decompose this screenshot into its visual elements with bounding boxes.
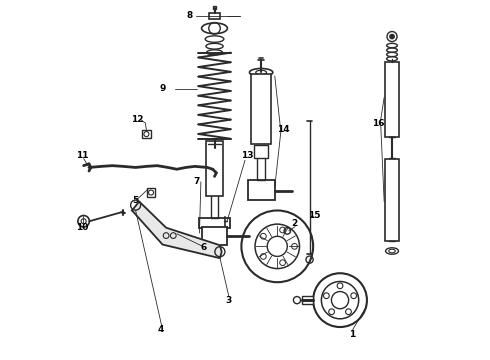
Text: 16: 16 (372, 119, 385, 128)
FancyBboxPatch shape (199, 218, 230, 228)
FancyBboxPatch shape (254, 145, 269, 158)
Text: 7: 7 (194, 177, 200, 186)
Text: 4: 4 (158, 325, 164, 334)
Text: 12: 12 (131, 115, 144, 124)
FancyBboxPatch shape (385, 62, 399, 137)
Text: 2: 2 (292, 219, 297, 228)
FancyBboxPatch shape (209, 13, 220, 19)
Text: 10: 10 (75, 223, 88, 232)
Polygon shape (132, 202, 221, 258)
Text: 9: 9 (159, 84, 166, 93)
Text: 8: 8 (186, 11, 193, 20)
FancyBboxPatch shape (205, 140, 223, 196)
FancyBboxPatch shape (302, 296, 313, 305)
Circle shape (390, 34, 394, 39)
Text: 11: 11 (75, 151, 88, 160)
FancyBboxPatch shape (147, 188, 155, 197)
FancyBboxPatch shape (142, 130, 151, 138)
Text: 15: 15 (308, 211, 320, 220)
FancyBboxPatch shape (251, 74, 271, 144)
Text: 14: 14 (277, 125, 290, 134)
Text: 6: 6 (200, 243, 207, 252)
Text: 3: 3 (226, 296, 232, 305)
Text: 13: 13 (241, 151, 253, 160)
FancyBboxPatch shape (385, 159, 399, 241)
Text: 1: 1 (349, 330, 356, 339)
FancyBboxPatch shape (202, 227, 227, 244)
Text: 5: 5 (132, 196, 138, 205)
FancyBboxPatch shape (247, 180, 275, 200)
FancyBboxPatch shape (213, 6, 216, 9)
